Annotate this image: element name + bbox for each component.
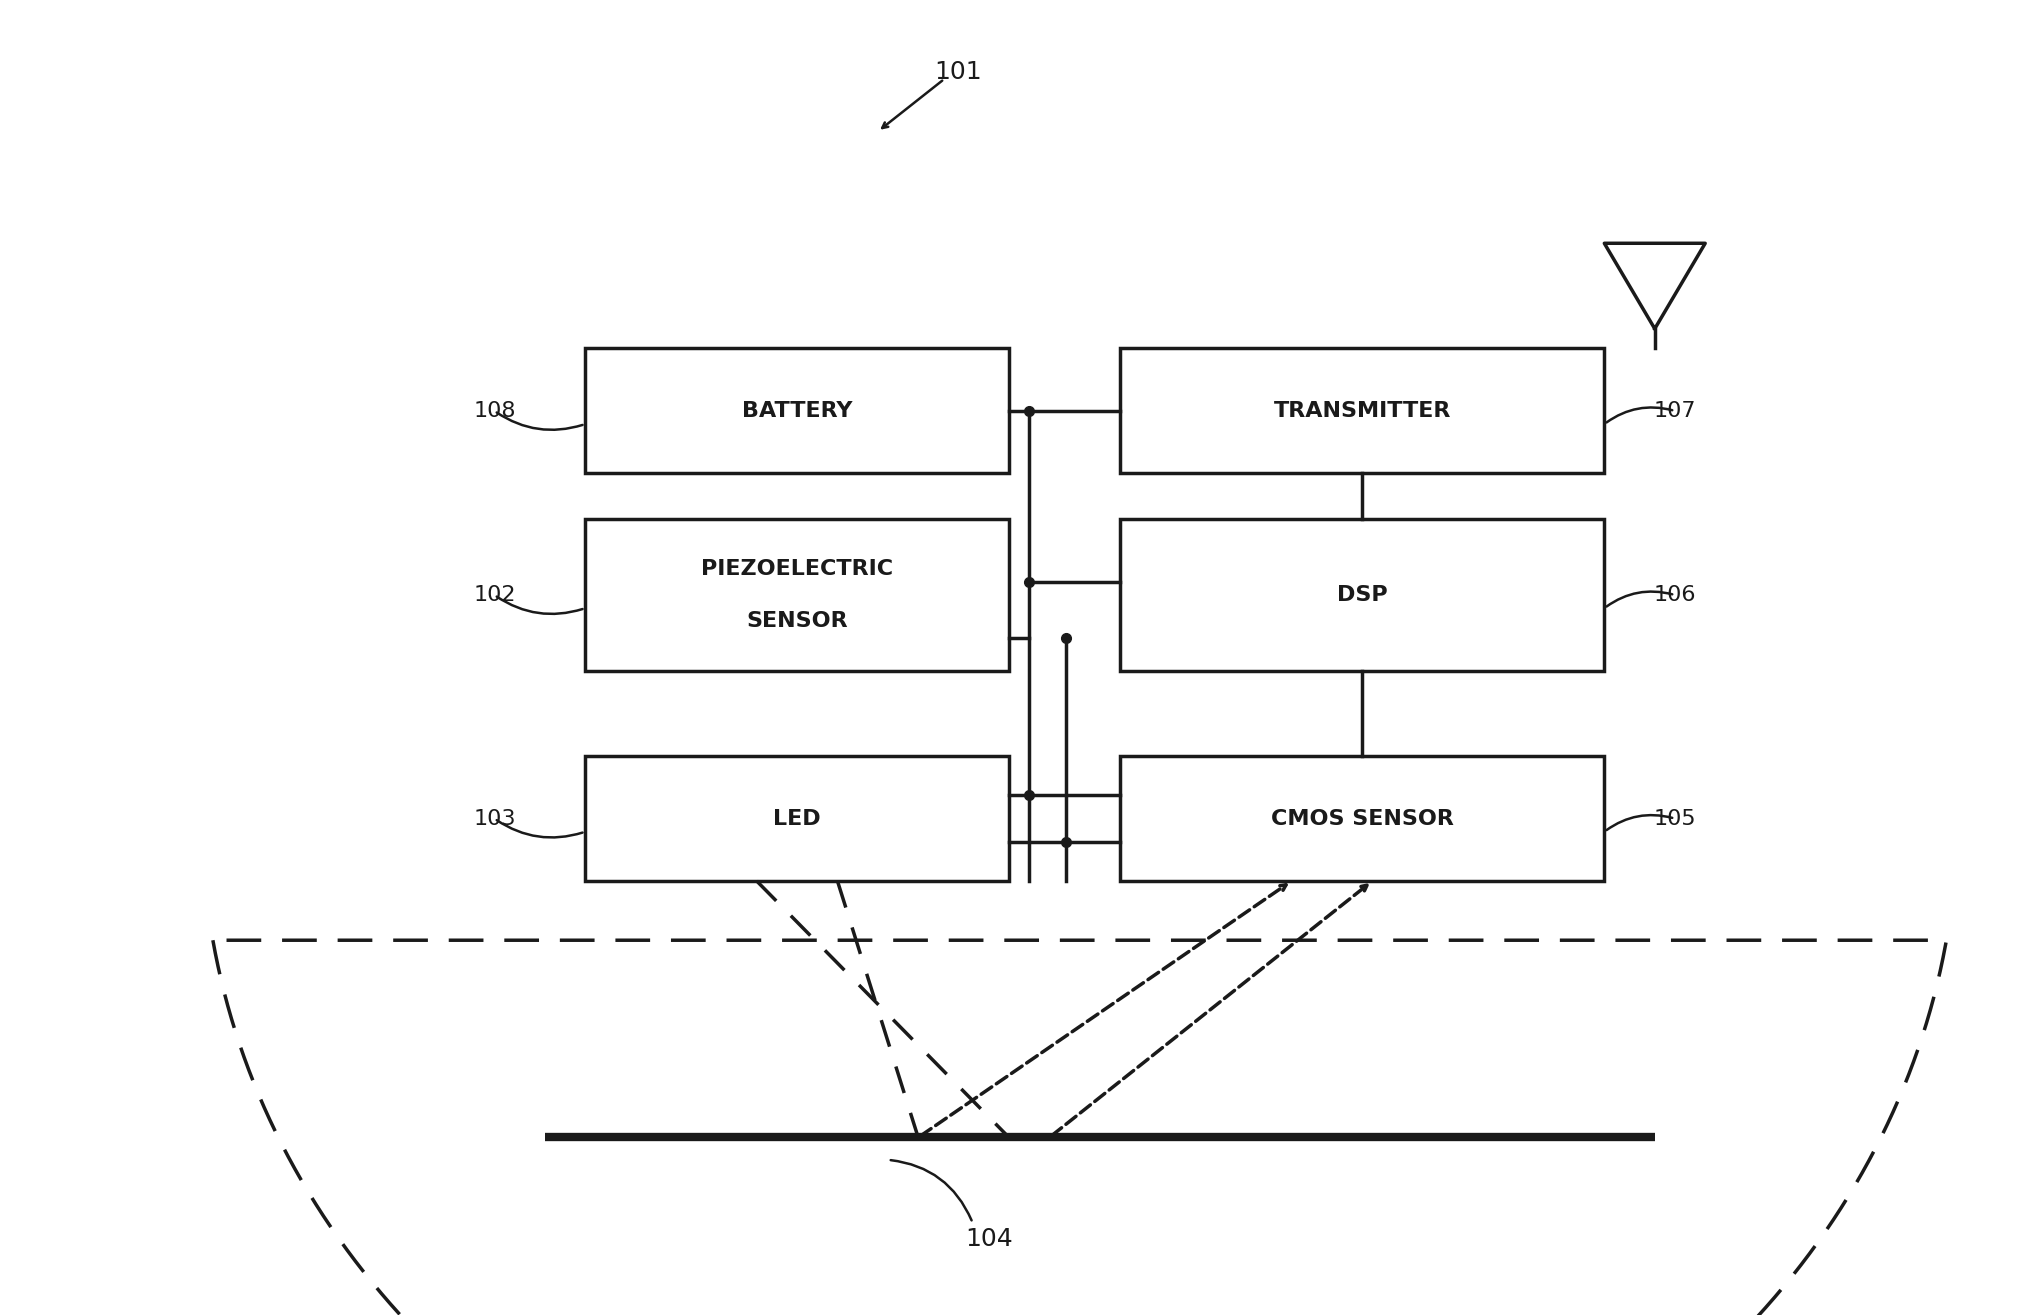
Bar (1120, 348, 1604, 473)
Bar (1120, 519, 1604, 671)
Text: SENSOR: SENSOR (747, 611, 848, 631)
Text: PIEZOELECTRIC: PIEZOELECTRIC (700, 559, 894, 579)
Text: 107: 107 (1653, 401, 1697, 421)
Text: CMOS SENSOR: CMOS SENSOR (1271, 809, 1453, 828)
Text: 103: 103 (472, 809, 517, 828)
Bar (1120, 756, 1604, 881)
Text: 108: 108 (472, 401, 517, 421)
Text: LED: LED (773, 809, 821, 828)
Text: 102: 102 (472, 585, 517, 605)
Bar (585, 756, 1009, 881)
Text: 101: 101 (934, 60, 983, 84)
Text: 106: 106 (1653, 585, 1697, 605)
Text: 105: 105 (1653, 809, 1697, 828)
Text: BATTERY: BATTERY (743, 401, 852, 421)
Text: TRANSMITTER: TRANSMITTER (1273, 401, 1451, 421)
Text: 104: 104 (965, 1227, 1013, 1251)
Bar (585, 519, 1009, 671)
Text: DSP: DSP (1336, 585, 1388, 605)
Bar (585, 348, 1009, 473)
